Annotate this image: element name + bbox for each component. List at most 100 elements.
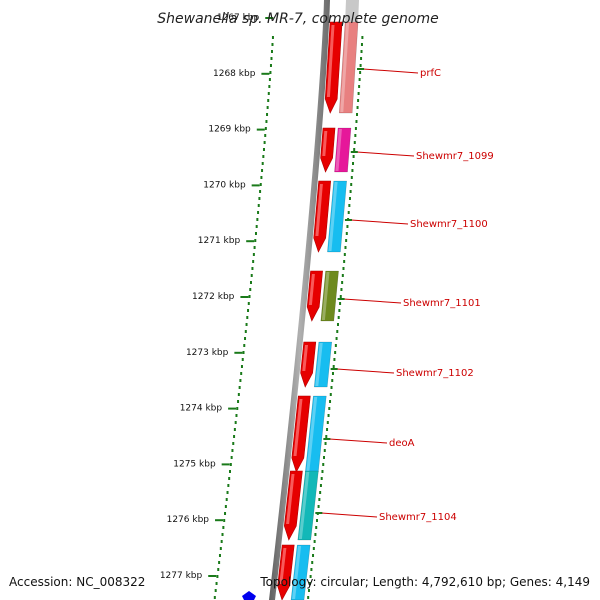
- gene-block[interactable]: [334, 127, 352, 173]
- cds-block[interactable]: [320, 127, 336, 173]
- cds-block[interactable]: [277, 544, 295, 600]
- gc-dot: [240, 365, 243, 368]
- gc-tick: [350, 151, 358, 153]
- gc-dot: [313, 540, 316, 543]
- kbp-tick: [221, 463, 230, 466]
- gc-dot: [261, 169, 264, 172]
- gc-dot: [249, 288, 252, 291]
- gc-dot: [334, 344, 337, 347]
- kbp-tick-label: 1268 kbp: [213, 69, 256, 79]
- gc-dot: [320, 477, 323, 480]
- gc-dot: [343, 260, 346, 263]
- gene-label[interactable]: Shewmr7_1100: [410, 219, 488, 230]
- gene-highlight: [340, 23, 350, 112]
- gc-dot: [329, 393, 332, 396]
- gc-dot: [253, 246, 256, 249]
- gc-dot: [340, 288, 343, 291]
- position-marker-icon[interactable]: [242, 591, 256, 600]
- gene-highlight: [328, 182, 338, 251]
- kbp-tick: [246, 240, 255, 243]
- gene-label[interactable]: Shewmr7_1104: [379, 512, 457, 523]
- gc-dot: [324, 442, 327, 445]
- cds-highlight: [293, 399, 303, 456]
- gc-dot: [316, 519, 319, 522]
- gene-block[interactable]: [290, 544, 311, 600]
- accession-text: Accession: NC_008322: [9, 575, 145, 589]
- gene-label[interactable]: Shewmr7_1102: [396, 368, 474, 379]
- gene-block[interactable]: [313, 341, 333, 388]
- gc-dot: [218, 561, 221, 564]
- kbp-tick: [261, 72, 270, 75]
- kbp-tick-label: 1276 kbp: [167, 515, 210, 525]
- gene-block[interactable]: [305, 395, 327, 473]
- gc-dot: [267, 99, 270, 102]
- gc-dot: [232, 442, 235, 445]
- gc-dot: [310, 568, 313, 571]
- gc-dot: [224, 512, 227, 515]
- gc-dot: [347, 211, 350, 214]
- gc-dot: [338, 309, 341, 312]
- gc-dot: [321, 470, 324, 473]
- gc-dot: [247, 302, 250, 305]
- cds-block[interactable]: [300, 341, 317, 388]
- gc-dot: [244, 337, 247, 340]
- gc-dot: [269, 64, 272, 67]
- kbp-tick-label: 1271 kbp: [198, 236, 241, 246]
- gene-block[interactable]: [320, 270, 339, 322]
- cds-highlight: [308, 274, 315, 305]
- gc-dot: [220, 540, 223, 543]
- gc-dot: [357, 92, 360, 95]
- gc-dot: [352, 155, 355, 158]
- gene-track: [277, 0, 359, 600]
- gc-dot: [263, 141, 266, 144]
- gene-block[interactable]: [297, 470, 319, 541]
- gc-dot: [329, 400, 332, 403]
- label-leader-line: [363, 68, 419, 74]
- gc-dot: [244, 330, 247, 333]
- gc-dot: [350, 183, 353, 186]
- gc-dot: [256, 218, 259, 221]
- gc-dot: [332, 365, 335, 368]
- cds-highlight: [322, 131, 328, 156]
- gene-label[interactable]: prfC: [420, 68, 441, 79]
- gc-dot: [357, 99, 360, 102]
- gene-label[interactable]: deoA: [389, 438, 415, 449]
- kbp-tick: [228, 407, 237, 410]
- gc-dot: [348, 197, 351, 200]
- gc-dot: [264, 127, 267, 130]
- gc-dot: [317, 505, 320, 508]
- kbp-tick-label: 1269 kbp: [208, 125, 251, 135]
- gc-dot: [235, 414, 238, 417]
- gene-block[interactable]: [327, 180, 347, 253]
- gc-dot: [247, 309, 250, 312]
- gene-highlight: [298, 472, 310, 539]
- gc-dot: [240, 372, 243, 375]
- cds-block[interactable]: [306, 270, 323, 322]
- kbp-tick: [215, 519, 224, 522]
- gc-dot: [327, 414, 330, 417]
- gc-dot: [326, 421, 329, 424]
- gc-dot: [351, 169, 354, 172]
- gene-label[interactable]: Shewmr7_1101: [403, 298, 481, 309]
- gc-dot: [352, 162, 355, 165]
- gc-dot: [264, 134, 267, 137]
- gc-dot: [216, 575, 219, 578]
- gc-dot: [355, 120, 358, 123]
- gc-dot: [215, 582, 218, 585]
- kbp-tick-label: 1274 kbp: [180, 404, 223, 414]
- gc-dot: [252, 260, 255, 263]
- gene-label[interactable]: Shewmr7_1099: [416, 151, 494, 162]
- gc-dot: [254, 232, 257, 235]
- label-leader-line: [343, 298, 402, 304]
- gc-dot: [266, 113, 269, 116]
- gc-dot: [262, 148, 265, 151]
- gc-dot: [236, 407, 239, 410]
- gc-dot: [231, 449, 234, 452]
- gc-dot: [354, 127, 357, 130]
- gc-dot: [245, 323, 248, 326]
- gc-dot: [353, 141, 356, 144]
- gc-dot: [241, 358, 244, 361]
- gc-dot: [237, 393, 240, 396]
- gc-dot: [323, 456, 326, 459]
